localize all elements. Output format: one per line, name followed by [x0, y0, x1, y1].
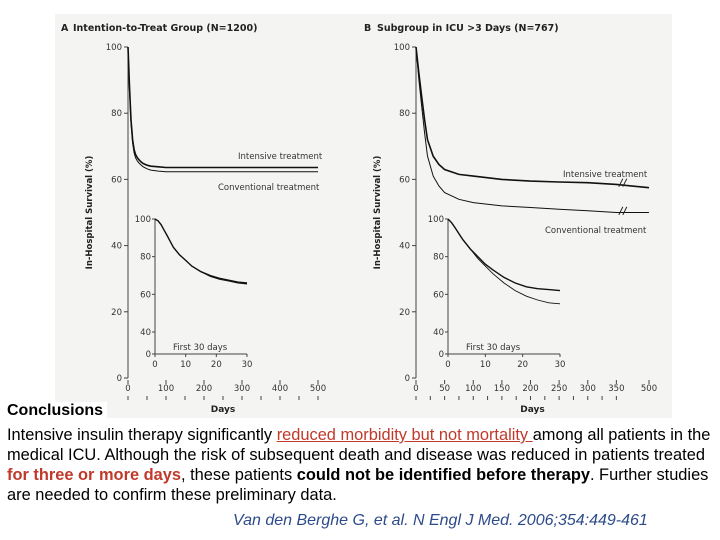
inset-x-tick-label: 0 [152, 360, 157, 370]
axis-break-mark [618, 206, 624, 216]
x-tick-label: 350 [608, 384, 624, 394]
inset-x-tick-label: 10 [180, 360, 191, 370]
series-label-conventional: Conventional treatment [218, 183, 320, 193]
citation: Van den Berghe G, et al. N Engl J Med. 2… [233, 512, 648, 529]
series-label-conventional: Conventional treatment [545, 226, 647, 236]
y-axis-label: In-Hospital Survival (%) [373, 156, 383, 270]
inset-x-tick-label: 0 [445, 360, 450, 370]
inset-y-tick-label: 0 [146, 350, 151, 360]
intensive-treatment-line [127, 46, 318, 169]
inset-x-tick-label: 20 [211, 360, 222, 370]
inset-y-tick-label: 100 [135, 215, 151, 225]
y-axis-label: In-Hospital Survival (%) [85, 156, 95, 270]
survival-figure: A Intention-to-Treat Group (N=1200) 0 20 40 6… [55, 14, 672, 418]
axis-break-mark [622, 206, 628, 216]
x-tick-label: 50 [439, 384, 450, 394]
inset-conventional-line [154, 218, 248, 285]
x-tick-label: 100 [465, 384, 481, 394]
x-tick-label: 0 [413, 384, 418, 394]
inset-x-tick-label: 30 [242, 360, 253, 370]
intensive-treatment-line [415, 46, 650, 189]
panel-label-A: A [61, 23, 69, 34]
inset-x-tick-label: 30 [555, 360, 566, 370]
inset-y-tick-label: 60 [140, 290, 151, 300]
inset-annotation: First 30 days [466, 343, 521, 353]
inset-annotation: First 30 days [173, 343, 228, 353]
x-axis-label: Days [520, 405, 545, 415]
x-tick-label: 250 [551, 384, 567, 394]
conclusions-heading: Conclusions [7, 402, 108, 420]
conclusions-part-2: among all patients in the medical ICU. A… [7, 426, 711, 464]
inset-x-tick-label: 20 [517, 360, 528, 370]
y-tick-label: 60 [111, 175, 122, 185]
inset-y-tick-label: 100 [428, 215, 444, 225]
survival-curves-svg: A Intention-to-Treat Group (N=1200) 0 20 40 6… [61, 23, 657, 415]
x-tick-label: 400 [272, 384, 288, 394]
inset-y-tick-label: 80 [433, 253, 444, 263]
inset-y-tick-label: 80 [140, 253, 151, 263]
x-tick-label: 200 [196, 384, 212, 394]
x-tick-label: 0 [125, 384, 130, 394]
conventional-treatment-line [415, 46, 649, 213]
conclusions-part-4: . Further studies are needed to confirm … [7, 466, 709, 504]
y-tick-label: 100 [106, 43, 122, 53]
y-tick-label: 20 [111, 308, 122, 318]
y-tick-label: 20 [399, 308, 410, 318]
conclusions-part-3: , these patients [180, 466, 297, 484]
series-label-intensive: Intensive treatment [238, 152, 323, 162]
y-tick-label: 80 [111, 109, 122, 119]
y-tick-label: 80 [399, 109, 410, 119]
x-tick-label: 200 [522, 384, 538, 394]
panel-title: Intention-to-Treat Group (N=1200) [73, 23, 257, 34]
y-tick-label: 60 [399, 175, 410, 185]
conclusions-red-bold: for three or more days [7, 466, 181, 484]
y-tick-label: 0 [405, 374, 410, 384]
axis-break-mark [622, 178, 628, 187]
axis-break-mark [618, 178, 624, 187]
x-tick-label: 300 [580, 384, 596, 394]
conclusions-part-1: Intensive insulin therapy significantly [7, 426, 277, 444]
conclusions-text: Intensive insulin therapy significantly … [7, 425, 719, 505]
inset-y-tick-label: 40 [140, 328, 151, 338]
conventional-treatment-line [127, 46, 318, 173]
inset-y-tick-label: 60 [433, 290, 444, 300]
inset-intensive-line [447, 218, 561, 292]
panel-label-B: B [364, 23, 371, 34]
x-tick-label: 500 [641, 384, 657, 394]
series-label-intensive: Intensive treatment [563, 170, 648, 180]
x-tick-label: 300 [234, 384, 250, 394]
inset-x-tick-label: 10 [480, 360, 491, 370]
inset-y-tick-label: 0 [439, 350, 444, 360]
conclusions-red-link: reduced morbidity but not mortality [276, 426, 533, 444]
y-tick-label: 100 [394, 43, 410, 53]
conclusions-bold: could not be identified before therapy [296, 466, 590, 484]
inset-intensive-line [154, 218, 248, 284]
inset-y-tick-label: 40 [433, 328, 444, 338]
x-tick-label: 100 [158, 384, 174, 394]
x-tick-label: 150 [494, 384, 510, 394]
y-tick-label: 40 [399, 242, 410, 252]
y-tick-label: 0 [117, 374, 122, 384]
inset-conventional-line [447, 218, 561, 305]
y-tick-label: 40 [111, 242, 122, 252]
x-tick-label: 500 [310, 384, 326, 394]
x-axis-label: Days [211, 405, 236, 415]
panel-title: Subgroup in ICU >3 Days (N=767) [377, 23, 559, 34]
